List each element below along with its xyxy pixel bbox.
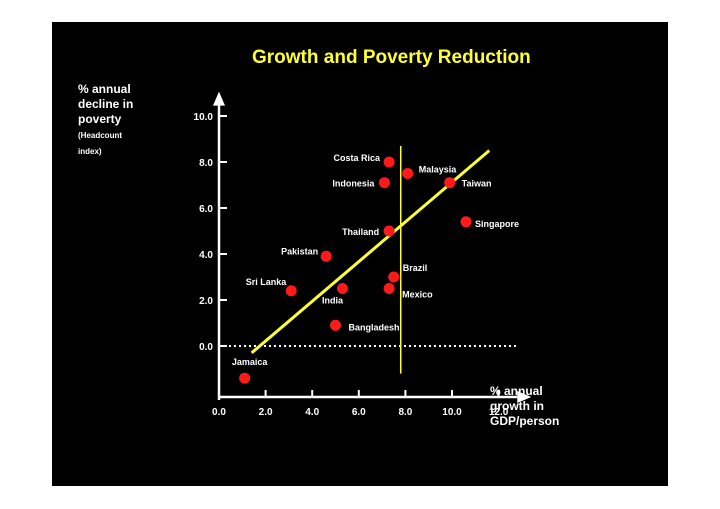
x-tick-label: 12.0 — [489, 407, 509, 418]
slide-background — [52, 22, 668, 486]
data-point — [383, 225, 395, 237]
data-point-label: Pakistan — [281, 246, 318, 256]
data-point-label: Taiwan — [462, 179, 492, 189]
y-axis-label-line-3: poverty — [78, 112, 122, 126]
data-point-label: Indonesia — [332, 179, 375, 189]
x-tick-label: 6.0 — [352, 407, 366, 418]
data-point-label: Thailand — [342, 227, 379, 237]
data-point-label: Mexico — [402, 290, 433, 300]
data-point — [383, 283, 395, 294]
data-point — [239, 372, 251, 384]
x-axis-label-line-3: GDP/person — [490, 414, 560, 428]
data-point-label: Jamaica — [232, 357, 269, 367]
data-point-label: Brazil — [403, 263, 428, 273]
y-tick-label: 0.0 — [199, 342, 213, 353]
x-tick-label: 0.0 — [212, 407, 226, 418]
x-axis-label-line-2: growth in — [490, 399, 544, 413]
data-point — [330, 319, 341, 331]
data-point — [402, 168, 414, 179]
y-axis-arrow — [213, 91, 225, 106]
data-point — [388, 271, 400, 283]
data-point-label: Malaysia — [419, 165, 458, 175]
y-tick-label: 8.0 — [199, 158, 213, 169]
data-point — [460, 216, 472, 228]
y-axis-label-line-1: % annual — [78, 82, 131, 96]
x-axis-label-line-1: % annual — [490, 384, 543, 398]
data-point — [320, 250, 332, 262]
y-axis-label-line-2: decline in — [78, 97, 134, 111]
data-point — [444, 177, 456, 189]
data-point — [285, 285, 297, 297]
chart-title: Growth and Poverty Reduction — [252, 47, 531, 68]
y-axis-label-line-5: index) — [78, 147, 102, 156]
data-point-label: Costa Rica — [334, 153, 382, 163]
x-tick-label: 2.0 — [259, 407, 273, 418]
y-tick-label: 4.0 — [199, 250, 213, 261]
data-point — [383, 156, 395, 168]
data-point-label: India — [322, 296, 344, 306]
x-tick-label: 10.0 — [442, 407, 462, 418]
y-tick-label: 6.0 — [199, 204, 213, 215]
y-tick-label: 10.0 — [194, 112, 214, 123]
data-point — [378, 177, 390, 189]
data-point-label: Sri Lanka — [246, 277, 288, 287]
x-tick-label: 4.0 — [305, 407, 319, 418]
y-tick-label: 2.0 — [199, 296, 213, 307]
x-tick-label: 8.0 — [398, 407, 412, 418]
data-point — [336, 283, 348, 294]
data-point-label: Bangladesh — [349, 322, 400, 332]
x-axis-arrow — [517, 391, 532, 403]
y-axis-label-line-4: (Headcount — [78, 131, 122, 140]
data-point-label: Singapore — [475, 219, 519, 229]
